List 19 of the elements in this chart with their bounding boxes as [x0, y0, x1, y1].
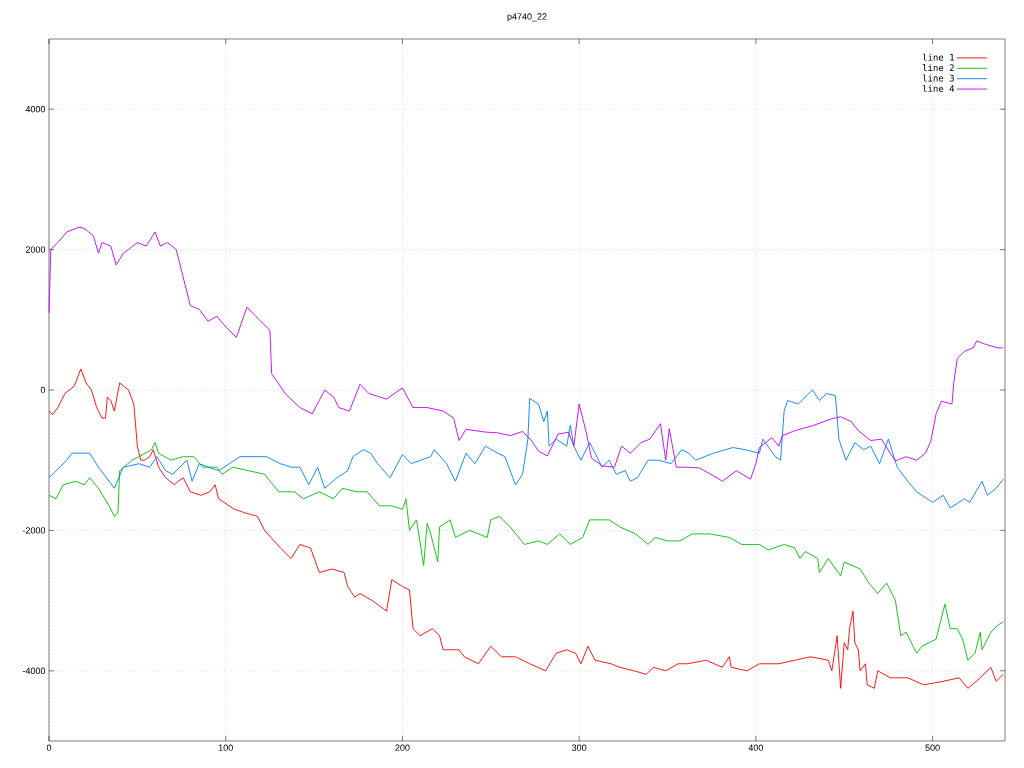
x-tick-label: 0: [46, 744, 52, 751]
legend-label: line 3: [922, 74, 954, 82]
chart-title: p4740_22: [507, 13, 547, 22]
line-series: [48, 389, 1004, 509]
y-tick-label: 2000: [25, 246, 46, 253]
x-tick-label: 300: [571, 744, 587, 751]
y-tick-label: 0: [40, 386, 46, 394]
line-series: [48, 226, 1004, 482]
legend-label: line 4: [922, 84, 955, 92]
legend-label: line 2: [922, 64, 954, 72]
x-tick-label: 400: [748, 744, 764, 751]
y-tick-label: -2000: [22, 527, 46, 534]
y-tick-label: 4000: [25, 106, 46, 113]
legend-label: line 1: [922, 53, 954, 61]
y-tick-label: -4000: [22, 667, 46, 674]
line-series: [48, 368, 1004, 689]
x-tick-label: 100: [218, 744, 233, 751]
x-tick-label: 500: [925, 744, 940, 751]
x-tick-label: 200: [395, 744, 410, 751]
